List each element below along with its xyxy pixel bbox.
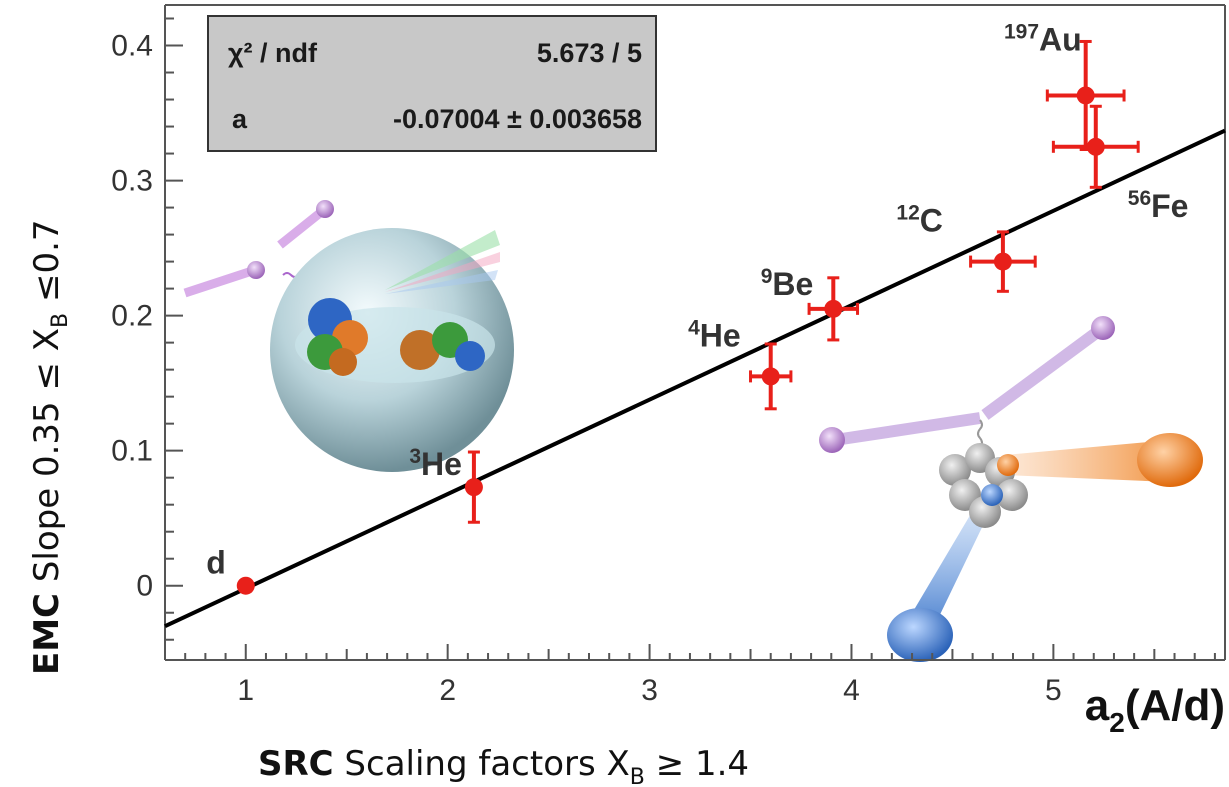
nucleus-illustration-left (183, 200, 514, 472)
point-label: d (206, 545, 226, 581)
x-tick-label: 1 (237, 674, 254, 707)
point-label: 12C (896, 202, 942, 239)
y-axis-caption: EMC Slope 0.35 ≤ XB ≤0.7 (27, 219, 73, 675)
plot-frame (164, 4, 1226, 661)
point-marker (824, 299, 843, 318)
y-axis-ticks: 0 0.1 0.2 0.3 0.4 (111, 17, 183, 641)
point-label: 197Au (1004, 20, 1082, 57)
x-tick-label: 5 (1045, 674, 1062, 707)
x-axis-unit-label: a2(A/d) (1085, 681, 1225, 738)
data-point-he3: 3He (409, 445, 483, 524)
y-tick-label: 0 (136, 570, 153, 603)
data-point-au197: 197Au (1004, 20, 1126, 152)
chi2-value: 5.673 / 5 (537, 38, 642, 68)
point-label: 9Be (761, 265, 814, 302)
y-tick-label: 0.2 (111, 300, 153, 333)
data-points: d 3He 4He 9Be 12C 56Fe 197Au (206, 20, 1189, 595)
nucleus-cluster (939, 443, 1028, 528)
point-marker (1086, 137, 1105, 156)
chi2-label: χ² / ndf (228, 38, 318, 68)
x-axis-ticks: 1 2 3 4 5 (164, 644, 1216, 707)
param-value: -0.07004 ± 0.003658 (393, 104, 642, 134)
point-marker (993, 252, 1012, 271)
data-point-he4: 4He (688, 316, 793, 411)
data-point-c12: 12C (896, 202, 1037, 293)
data-point-be9: 9Be (761, 265, 860, 342)
x-tick-label: 3 (641, 674, 658, 707)
param-label: a (232, 104, 248, 134)
y-tick-label: 0.1 (111, 435, 153, 468)
point-marker (761, 367, 780, 386)
nucleon-pair-illustration-right (819, 316, 1203, 662)
x-tick-label: 4 (843, 674, 860, 707)
x-tick-label: 2 (439, 674, 456, 707)
data-point-fe56: 56Fe (1051, 104, 1189, 224)
point-marker (1076, 86, 1095, 105)
point-label: 3He (409, 445, 462, 482)
fit-line (164, 128, 1226, 629)
point-label: 4He (688, 316, 741, 353)
point-label: 56Fe (1128, 187, 1189, 224)
y-tick-label: 0.3 (111, 165, 153, 198)
fit-stats-box: χ² / ndf 5.673 / 5 a -0.07004 ± 0.003658 (207, 15, 657, 152)
x-axis-caption: SRC Scaling factors XB ≥ 1.4 (258, 744, 749, 787)
point-marker (236, 576, 255, 595)
y-tick-label: 0.4 (111, 30, 153, 63)
point-marker (464, 478, 483, 497)
data-point-d: d (206, 545, 255, 595)
